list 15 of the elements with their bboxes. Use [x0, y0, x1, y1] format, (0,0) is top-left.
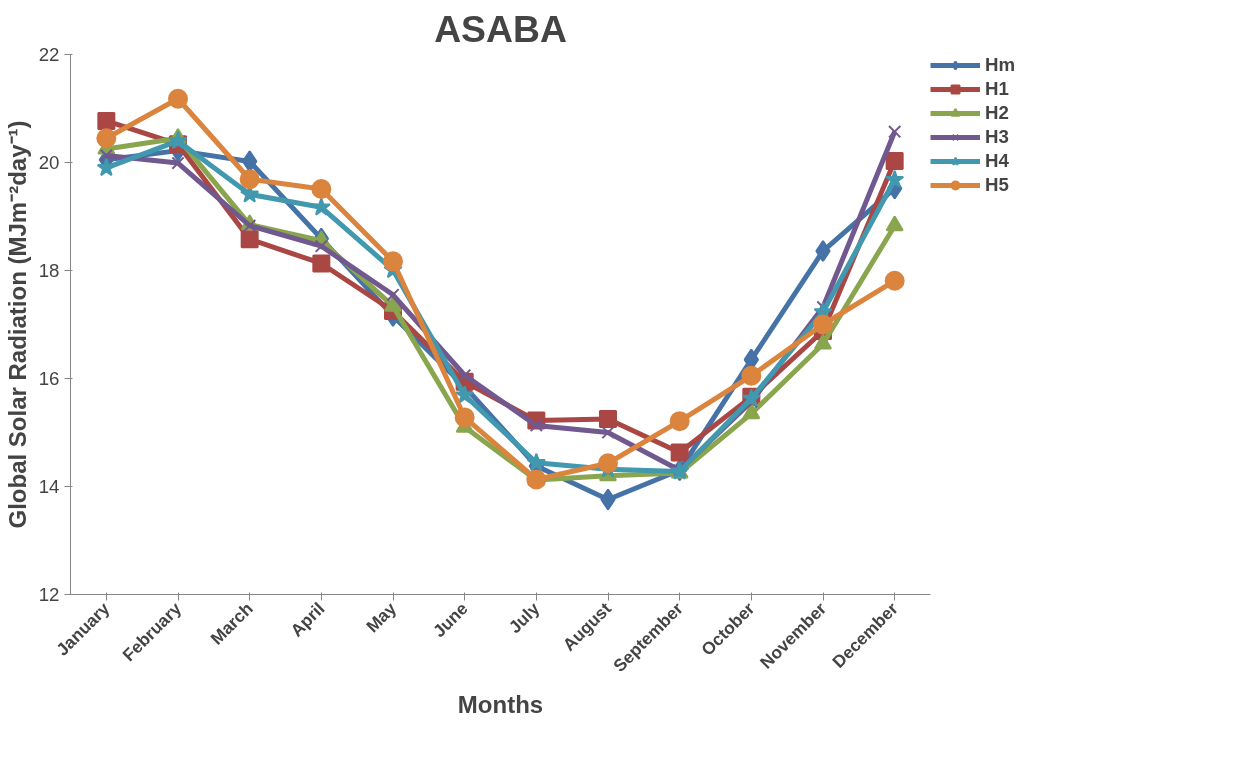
legend-label: H3 [985, 126, 1009, 148]
legend-label: H5 [985, 174, 1009, 196]
y-axis-title: Global Solar Radiation (MJm⁻²day⁻¹) [3, 120, 31, 529]
legend-label: H2 [985, 102, 1009, 124]
y-tick-label: 18 [38, 260, 60, 281]
legend-label: H4 [985, 150, 1009, 172]
legend-label: H1 [985, 78, 1009, 100]
legend-label: Hm [985, 54, 1016, 76]
y-tick-label: 16 [38, 368, 60, 389]
y-tick-label: 22 [38, 44, 60, 65]
y-tick-label: 12 [38, 584, 60, 605]
y-tick-label: 14 [38, 476, 60, 497]
y-tick-label: 20 [38, 152, 60, 173]
chart-title: ASABA [434, 7, 567, 50]
x-axis-title: Months [457, 690, 544, 718]
